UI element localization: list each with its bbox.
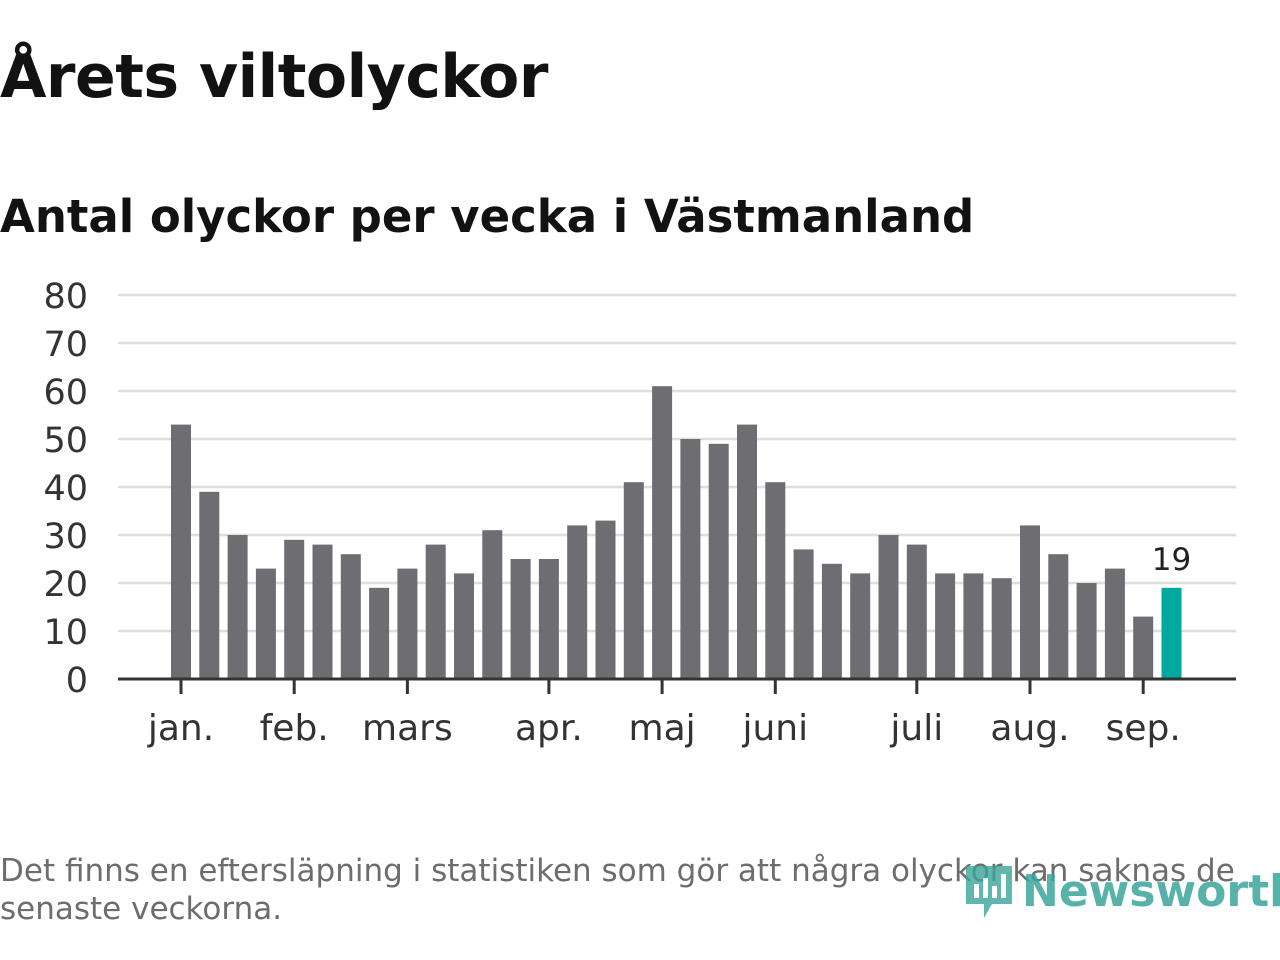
y-tick-label: 60: [43, 373, 88, 413]
bar: [227, 535, 248, 679]
y-axis-ticks: 0 10 20 30 40 50 60 70 80: [43, 277, 88, 701]
y-tick-label: 0: [66, 661, 88, 701]
bar-chart: 0 10 20 30 40 50 60 70 80 jan. feb. mars apr. maj jun…: [43, 277, 1236, 749]
bar: [821, 563, 842, 679]
y-tick-label: 30: [43, 517, 88, 557]
bar: [567, 525, 588, 679]
x-tick-label: apr.: [515, 708, 583, 749]
brand-name: Newsworthy: [1022, 865, 1280, 917]
bar: [963, 573, 984, 679]
y-tick-label: 40: [43, 469, 88, 509]
y-tick-label: 10: [43, 613, 88, 653]
bar: [454, 573, 474, 679]
x-tick-label: sep.: [1106, 708, 1181, 749]
bar: [991, 578, 1012, 679]
bar: [680, 439, 701, 679]
bar: [538, 559, 559, 679]
bar: [1104, 568, 1125, 679]
bar: [482, 530, 503, 679]
bar: [737, 424, 757, 679]
bar: [793, 549, 814, 679]
y-tick-label: 20: [43, 565, 88, 605]
x-tick-label: maj: [629, 708, 696, 749]
bar: [1076, 583, 1097, 679]
chart-subtitle: Antal olyckor per vecka i Västmanland: [0, 190, 975, 243]
bar: [935, 573, 956, 679]
bar: [284, 539, 305, 679]
newsworthy-logo: Newsworthy: [962, 858, 1280, 924]
x-tick-label: jan.: [147, 708, 214, 749]
bar: [1048, 554, 1069, 679]
bar: [708, 443, 729, 679]
y-tick-label: 50: [43, 421, 88, 461]
bar: [1133, 616, 1154, 679]
x-tick-label: juli: [889, 708, 943, 749]
bar: [255, 568, 276, 679]
chart-title: Årets viltolyckor: [0, 42, 549, 112]
bar: [652, 386, 673, 679]
bar: [397, 568, 418, 679]
bar: [312, 544, 333, 679]
bar: [850, 573, 871, 679]
bar: [199, 491, 220, 679]
bars: [171, 386, 1182, 679]
y-tick-label: 70: [43, 325, 88, 365]
newsworthy-logo-icon: [966, 866, 1012, 918]
bar: [369, 587, 390, 679]
x-tick-label: mars: [362, 708, 453, 749]
bar-value-label: 19: [1152, 542, 1191, 578]
bar: [425, 544, 446, 679]
data-labels: 19: [1152, 542, 1191, 578]
x-axis-ticks: jan. feb. mars apr. maj juni juli aug. sep.: [147, 679, 1181, 749]
x-tick-label: juni: [741, 708, 808, 749]
bar: [595, 520, 616, 679]
x-tick-label: feb.: [260, 708, 329, 749]
bar: [340, 554, 361, 679]
bar: [906, 544, 927, 679]
bar: [510, 559, 531, 679]
bar: [765, 482, 786, 679]
grid-lines: [118, 293, 1236, 633]
bar: [1020, 525, 1040, 679]
footnote: Det finns en eftersläpning i statistiken…: [0, 853, 1235, 927]
bar: [623, 482, 644, 679]
bar-highlighted: [1161, 587, 1182, 679]
y-tick-label: 80: [43, 277, 88, 317]
bar: [878, 535, 899, 679]
x-tick-label: aug.: [990, 708, 1069, 749]
bar: [171, 424, 191, 679]
